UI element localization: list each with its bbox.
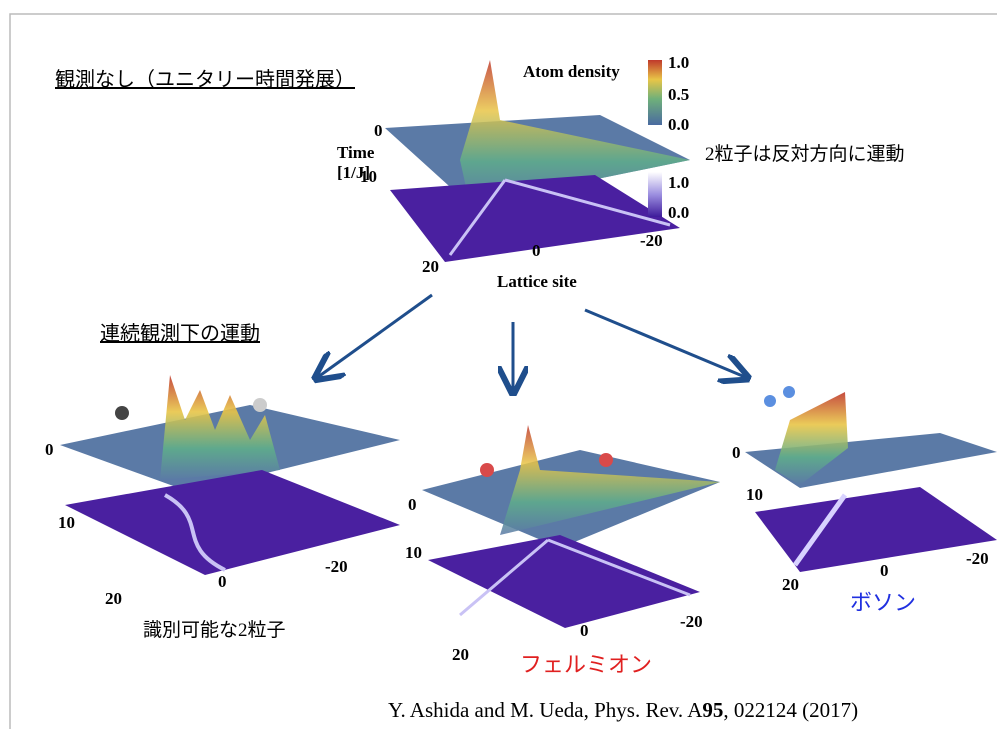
colorbar <box>648 172 662 217</box>
caption: ボソン <box>850 590 916 615</box>
caption: フェルミオン <box>520 652 652 677</box>
heading: 観測なし（ユニタリー時間発展） <box>55 68 355 91</box>
body: 観測なし（ユニタリー時間発展） Atom density 1.0 0.5 0.0… <box>0 0 997 729</box>
tick-label: 10 <box>746 485 763 504</box>
arrow <box>585 310 745 377</box>
particle <box>115 406 129 420</box>
particle <box>253 398 267 412</box>
tick-label: 0.0 <box>668 203 689 222</box>
heading: 連続観測下の運動 <box>100 322 260 345</box>
peak <box>160 375 280 480</box>
tick-label: -20 <box>966 549 989 568</box>
particle <box>764 395 776 407</box>
tick-label: 20 <box>105 589 122 608</box>
tick-label: 0 <box>45 440 54 459</box>
citation-text: , 022124 (2017) <box>723 698 858 722</box>
tick-label: 20 <box>452 645 469 664</box>
particle <box>599 453 613 467</box>
tick-label: 10 <box>405 543 422 562</box>
figure: 観測なし（ユニタリー時間発展） Atom density 1.0 0.5 0.0… <box>0 0 997 729</box>
colorbar <box>648 60 662 125</box>
citation-volume: 95 <box>702 698 723 722</box>
tick-label: 10 <box>58 513 75 532</box>
tick-label: 0 <box>580 621 589 640</box>
caption: 識別可能な2粒子 <box>143 619 286 641</box>
heatmap <box>65 470 400 575</box>
tick-label: 1.0 <box>668 173 689 192</box>
tick-label: 20 <box>782 575 799 594</box>
tick-label: 1.0 <box>668 53 689 72</box>
axis-label: Lattice site <box>497 272 577 291</box>
axis-label: Time <box>337 143 375 162</box>
citation-text: Y. Ashida and M. Ueda, Phys. Rev. A <box>388 698 703 722</box>
tick-label: -20 <box>325 557 348 576</box>
tick-label: 0 <box>532 241 541 260</box>
citation: Y. Ashida and M. Ueda, Phys. Rev. A95, 0… <box>388 698 858 722</box>
tick-label: 10 <box>360 167 377 186</box>
tick-label: 0 <box>408 495 417 514</box>
arrow <box>318 295 432 377</box>
heatmap <box>755 487 997 572</box>
tick-label: 0 <box>374 121 383 140</box>
tick-label: 0.5 <box>668 85 689 104</box>
particle <box>480 463 494 477</box>
particle <box>783 386 795 398</box>
tick-label: 0 <box>218 572 227 591</box>
tick-label: 0 <box>732 443 741 462</box>
note: 2粒子は反対方向に運動 <box>705 143 905 165</box>
tick-label: 0.0 <box>668 115 689 134</box>
tick-label: -20 <box>680 612 703 631</box>
page: Figure {"top":{"heading":"観測なし（ユニタリー時間発展… <box>0 0 997 729</box>
tick-label: -20 <box>640 231 663 250</box>
tick-label: 20 <box>422 257 439 276</box>
colorbar-title: Atom density <box>523 62 620 81</box>
tick-label: 0 <box>880 561 889 580</box>
